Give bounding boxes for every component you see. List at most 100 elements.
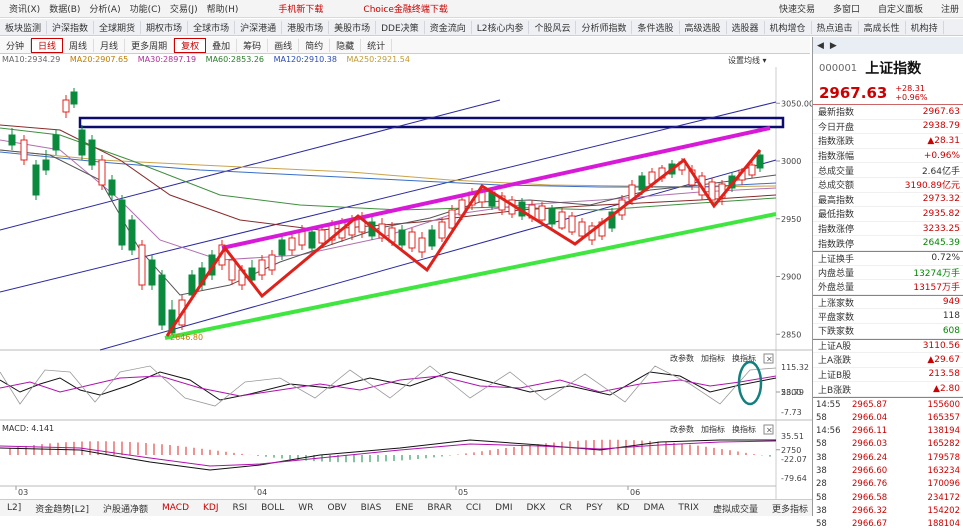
indicator-tab[interactable]: 沪股通净额 <box>103 504 149 515</box>
stat-value: +0.96% <box>923 150 960 161</box>
nav-item[interactable]: 港股市场 <box>282 20 330 34</box>
nav-item[interactable]: 高成长性 <box>859 20 906 34</box>
mobile-download-link[interactable]: 手机新下载 <box>278 5 324 15</box>
ma-settings-button[interactable]: 设置均线 ▾ <box>728 56 767 65</box>
next-arrow-icon[interactable]: ▶ <box>829 40 837 51</box>
nav-item[interactable]: 资金流向 <box>425 20 472 34</box>
tick-row: 38 2966.60 163234 <box>813 464 963 477</box>
stat-label: 上证B股 <box>818 370 852 381</box>
nav-item[interactable]: 机构增仓 <box>765 20 812 34</box>
indicator-tab[interactable]: L2] <box>7 503 22 513</box>
nav-item[interactable]: 全球期货 <box>94 20 142 34</box>
close-icon[interactable] <box>763 353 774 364</box>
change-params-button[interactable]: 改参数 <box>670 353 694 363</box>
choice-download-link[interactable]: Choice金融终端下载 <box>363 5 448 15</box>
indicator-tab[interactable]: KDJ <box>203 503 219 513</box>
tick-price: 2966.32 <box>852 505 888 516</box>
y-axis-label: 2900 <box>781 273 801 282</box>
toolbar-item[interactable]: 月线 <box>94 38 126 52</box>
stat-value: 13157万手 <box>913 283 960 294</box>
indicator-tab[interactable]: DMI <box>495 503 513 513</box>
toolbar-item[interactable]: 统计 <box>361 38 393 52</box>
toolbar-item[interactable]: 更多周期 <box>125 38 175 52</box>
indicator-tab[interactable]: DMA <box>643 503 665 513</box>
tick-volume: 163234 <box>927 466 960 476</box>
menu-item[interactable]: 数据(B) <box>49 5 81 15</box>
indicator-tab[interactable]: BRAR <box>427 503 452 513</box>
indicator-tab[interactable]: RSI <box>232 503 248 513</box>
switch-indicator-button[interactable]: 换指标 <box>732 353 756 363</box>
nav-item[interactable]: 期权市场 <box>141 20 189 34</box>
add-indicator-button[interactable]: 加指标 <box>701 353 725 363</box>
indicator-tab[interactable]: TRIX <box>678 503 699 513</box>
stat-value: 3110.56 <box>922 340 960 351</box>
indicator-tab[interactable]: 更多指标 <box>771 504 808 515</box>
indicator-tab[interactable]: ENE <box>395 503 414 513</box>
indicator-tab[interactable]: WR <box>298 503 314 513</box>
add-indicator-button[interactable]: 加指标 <box>701 424 725 434</box>
nav-item[interactable]: 全球市场 <box>188 20 236 34</box>
nav-item[interactable]: L2核心内参 <box>472 20 530 34</box>
toolbar-item[interactable]: 复权 <box>174 37 207 53</box>
tick-price: 2965.87 <box>852 399 888 410</box>
menu-item[interactable]: 帮助(H) <box>206 5 239 15</box>
candle-body <box>88 139 96 166</box>
nav-item[interactable]: DDE决策 <box>376 20 425 34</box>
toolbar-item[interactable]: 简约 <box>299 38 331 52</box>
nav-item[interactable]: 高级选股 <box>680 20 727 34</box>
prev-arrow-icon[interactable]: ◀ <box>817 40 824 51</box>
nav-item[interactable]: 个股风云 <box>529 20 577 34</box>
stat-row: 总成交量 2.64亿手 <box>813 163 963 178</box>
menubar-right-item[interactable]: 自定义面板 <box>877 5 923 15</box>
ma60-label: MA60:2853.26 <box>205 55 265 64</box>
nav-item[interactable]: 机构持 <box>906 20 944 34</box>
quote-price-row: 2967.63 +28.31 +0.96% <box>813 82 963 105</box>
menu-item[interactable]: 资讯(X) <box>9 5 41 15</box>
change-params-button[interactable]: 改参数 <box>670 424 694 434</box>
menu-item[interactable]: 功能(C) <box>129 5 161 15</box>
indicator-tab[interactable]: CR <box>559 503 573 513</box>
toolbar-item[interactable]: 日线 <box>31 37 64 53</box>
indicator-tab[interactable]: 资金趋势[L2] <box>35 504 90 515</box>
highlight-ellipse <box>737 360 763 406</box>
nav-item[interactable]: 板块监测 <box>0 20 48 34</box>
toolbar-item[interactable]: 叠加 <box>206 38 238 52</box>
menubar-right-item[interactable]: 注册 <box>940 5 959 15</box>
indicator-tab[interactable]: BOLL <box>261 503 285 513</box>
indicator-tab[interactable]: CCI <box>465 503 482 513</box>
indicator-tab[interactable]: PSY <box>586 503 603 513</box>
menubar-right-item[interactable]: 多窗口 <box>832 5 860 15</box>
indicator-tab[interactable]: 虚拟成交量 <box>712 504 758 515</box>
nav-item[interactable]: 分析师指数 <box>576 20 633 34</box>
nav-item[interactable]: 热点追击 <box>812 20 859 34</box>
nav-item[interactable]: 沪深港通 <box>235 20 283 34</box>
close-icon[interactable] <box>763 424 774 435</box>
tick-row: 14:56 2966.11 138194 <box>813 424 963 437</box>
nav-item[interactable]: 沪深指数 <box>47 20 95 34</box>
menu-item[interactable]: 交易(J) <box>169 5 198 15</box>
indicator-tab[interactable]: BIAS <box>360 503 382 513</box>
toolbar-item[interactable]: 筹码 <box>237 38 269 52</box>
nav-item[interactable]: 美股市场 <box>329 20 377 34</box>
toolbar-item[interactable]: 周线 <box>63 38 95 52</box>
stat-label: 最新指数 <box>818 108 855 119</box>
stat-label: 最高指数 <box>818 195 855 206</box>
menu-item[interactable]: 分析(A) <box>89 5 121 15</box>
toolbar-item[interactable]: 画线 <box>268 38 300 52</box>
stat-row: 最低指数 2935.82 <box>813 207 963 222</box>
indicator-tab[interactable]: KD <box>616 503 630 513</box>
toolbar-item[interactable]: 分钟 <box>0 38 32 52</box>
indicator-tab[interactable]: OBV <box>327 503 347 513</box>
menubar-right-item[interactable]: 快速交易 <box>778 5 815 15</box>
stat-row: 下跌家数 608 <box>813 324 963 339</box>
indicator-tab[interactable]: MACD <box>162 503 190 513</box>
indicator-tab[interactable]: DKX <box>526 503 546 513</box>
month-label: 06 <box>630 488 640 497</box>
nav-item[interactable]: 条件选股 <box>632 20 680 34</box>
nav-item[interactable]: 选股器 <box>727 20 765 34</box>
tick-volume: 179578 <box>927 452 960 463</box>
kdj-j-line <box>0 365 777 407</box>
switch-indicator-button[interactable]: 换指标 <box>732 424 756 434</box>
candle-body <box>268 254 276 271</box>
toolbar-item[interactable]: 隐藏 <box>330 38 362 52</box>
